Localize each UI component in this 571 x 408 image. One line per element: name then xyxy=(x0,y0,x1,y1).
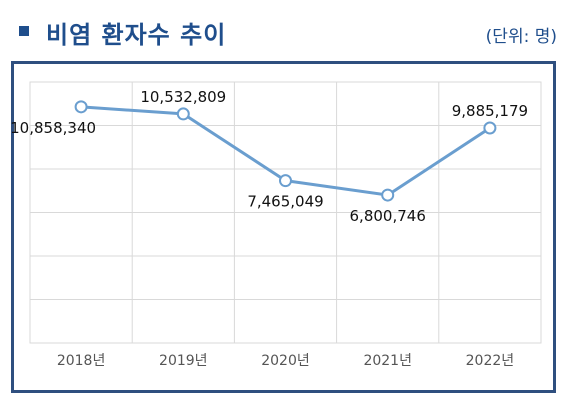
data-point xyxy=(483,121,497,135)
chart-header: 비염 환자수 추이 (단위: 명) xyxy=(0,0,571,56)
data-point xyxy=(381,188,395,202)
x-tick-label: 2018년 xyxy=(57,353,106,369)
unit-label: (단위: 명) xyxy=(485,27,557,47)
data-label: 6,800,746 xyxy=(350,207,426,225)
data-label: 10,858,340 xyxy=(10,119,96,137)
data-label: 9,885,179 xyxy=(452,102,528,120)
data-point xyxy=(74,100,88,114)
data-label: 7,465,049 xyxy=(247,193,323,211)
data-point xyxy=(279,174,292,188)
x-tick-label: 2020년 xyxy=(261,353,310,369)
chart-title: 비염 환자수 추이 xyxy=(46,21,227,49)
title-bullet-icon xyxy=(19,26,29,36)
x-tick-label: 2022년 xyxy=(466,353,515,369)
data-point xyxy=(176,107,190,121)
data-label: 10,532,809 xyxy=(140,88,226,106)
x-tick-label: 2021년 xyxy=(363,353,412,369)
x-tick-label: 2019년 xyxy=(159,353,208,369)
